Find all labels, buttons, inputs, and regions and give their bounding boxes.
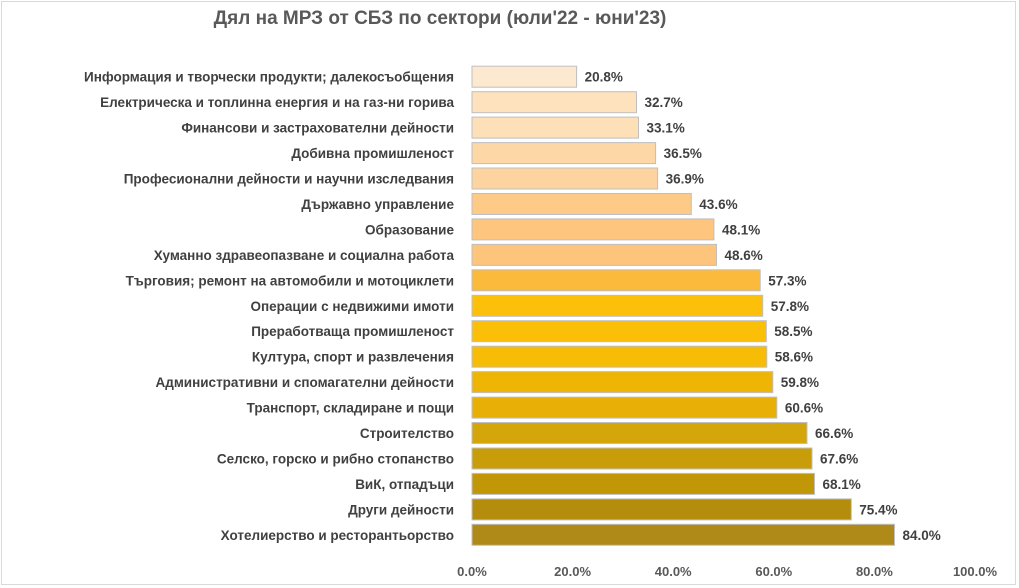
category-label: Търговия; ремонт на автомобили и мотоцик…	[126, 273, 454, 288]
bar	[471, 396, 778, 419]
bar	[471, 243, 717, 266]
data-label: 36.5%	[664, 146, 702, 161]
bar	[471, 371, 774, 394]
bar	[471, 472, 815, 495]
data-label: 48.6%	[724, 248, 762, 263]
category-label: Хотелиерство и ресторантьорство	[221, 528, 454, 543]
bar	[471, 91, 637, 114]
data-label: 58.6%	[775, 350, 813, 365]
category-label: Операции с недвижими имоти	[251, 299, 455, 314]
bar	[471, 269, 761, 292]
category-label: Преработваща промишленост	[251, 324, 454, 339]
category-label: Култура, спорт и развлечения	[252, 350, 454, 365]
category-label: Селско, горско и рибно стопанство	[217, 451, 454, 466]
category-label: Електрическа и топлинна енергия и на газ…	[100, 95, 454, 110]
data-label: 20.8%	[585, 70, 623, 85]
data-label: 59.8%	[781, 375, 819, 390]
category-label: Добивна промишленост	[291, 146, 454, 161]
data-label: 36.9%	[666, 172, 704, 187]
data-label: 58.5%	[774, 324, 812, 339]
data-label: 67.6%	[820, 451, 858, 466]
data-label: 57.8%	[771, 299, 809, 314]
category-label: Строителство	[360, 426, 454, 441]
data-label: 75.4%	[859, 502, 897, 517]
bar	[471, 142, 657, 165]
bar	[471, 345, 768, 368]
data-label: 57.3%	[768, 273, 806, 288]
bar	[471, 167, 659, 190]
bar	[471, 116, 639, 139]
x-tick-label: 0.0%	[457, 564, 487, 579]
data-label: 68.1%	[823, 477, 861, 492]
data-label: 66.6%	[815, 426, 853, 441]
x-tick-label: 60.0%	[755, 564, 792, 579]
category-label: Държавно управление	[301, 197, 454, 212]
x-tick-label: 100.0%	[953, 564, 998, 579]
category-label: Информация и творчески продукти; далекос…	[84, 70, 454, 85]
x-tick-label: 20.0%	[554, 564, 591, 579]
category-label: Административни и спомагателни дейности	[156, 375, 455, 390]
data-label: 48.1%	[722, 222, 760, 237]
bar	[471, 193, 692, 215]
bar	[471, 218, 715, 241]
category-label: Професионални дейности и научни изследва…	[124, 172, 454, 187]
bar	[471, 320, 767, 343]
x-tick-label: 80.0%	[856, 564, 893, 579]
data-label: 32.7%	[644, 95, 682, 110]
category-label: Образование	[365, 222, 454, 237]
category-label: Финансови и застрахователни дейности	[181, 121, 454, 136]
data-label: 43.6%	[699, 197, 737, 212]
data-label: 33.1%	[646, 121, 684, 136]
data-label: 60.6%	[785, 401, 823, 416]
category-label: Транспорт, складиране и пощи	[247, 401, 454, 416]
category-label: Хуманно здравеопазване и социална работа	[154, 248, 455, 263]
bar	[471, 523, 895, 546]
bar	[471, 294, 764, 317]
bar	[471, 498, 852, 521]
chart-title: Дял на МРЗ от СБЗ по сектори (юли'22 - ю…	[213, 8, 667, 29]
bar	[471, 65, 578, 88]
category-label: ВиК, отпадъци	[355, 477, 454, 492]
x-tick-label: 40.0%	[655, 564, 692, 579]
category-label: Други дейности	[348, 502, 454, 517]
bar	[471, 422, 808, 444]
bar	[471, 447, 813, 470]
data-label: 84.0%	[903, 528, 941, 543]
